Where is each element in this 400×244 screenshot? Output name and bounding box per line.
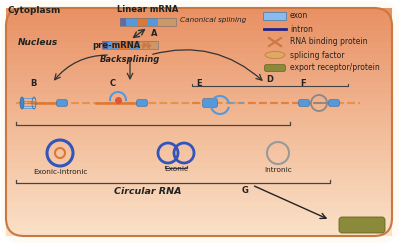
Bar [6,93,392,99]
Bar [120,18,176,26]
Bar [129,41,140,49]
Bar [6,201,392,207]
Bar [6,64,392,71]
Bar [6,161,392,168]
Bar [6,144,392,151]
Text: Exonic: Exonic [164,166,188,172]
Text: Cytoplasm: Cytoplasm [8,6,61,15]
Bar [6,76,392,82]
Text: Nucleus: Nucleus [18,38,58,47]
FancyBboxPatch shape [137,100,147,106]
Bar [6,99,392,105]
Text: exon: exon [290,11,308,20]
Text: Backsplining: Backsplining [100,55,160,64]
Text: splicing factor: splicing factor [290,51,344,60]
Text: export receptor/protein: export receptor/protein [290,63,380,72]
Bar [6,150,392,156]
Text: Canonical splining: Canonical splining [180,17,246,23]
Bar [6,196,392,202]
Bar [6,87,392,93]
Bar [6,42,392,48]
Ellipse shape [265,51,285,59]
Bar [6,173,392,179]
FancyBboxPatch shape [299,100,309,106]
Bar [6,139,392,145]
Text: intron: intron [290,24,313,33]
Bar [6,53,392,59]
Bar [6,213,392,219]
Bar [6,218,392,224]
Bar [120,41,129,49]
Bar [6,13,392,20]
Text: pre-mRNA: pre-mRNA [92,41,140,50]
Bar [140,41,148,49]
Bar [6,230,392,236]
FancyBboxPatch shape [329,100,339,106]
Bar [6,59,392,65]
FancyBboxPatch shape [264,12,286,20]
Bar [6,184,392,190]
Bar [6,110,392,116]
Bar [6,8,392,14]
Bar [108,41,120,49]
Bar [126,18,138,26]
Bar [148,41,158,49]
Bar [138,18,147,26]
FancyBboxPatch shape [57,100,67,106]
Bar [6,127,392,133]
Text: Circular RNA: Circular RNA [114,187,182,196]
Bar [6,47,392,54]
Bar [102,41,108,49]
Bar [147,18,158,26]
Ellipse shape [20,97,24,109]
Bar [6,81,392,88]
Bar [120,18,126,26]
Bar [6,19,392,25]
Bar [6,25,392,31]
Text: Linear mRNA: Linear mRNA [117,5,179,14]
Text: E: E [196,79,202,88]
Text: B: B [30,79,36,88]
Bar [158,18,166,26]
Bar [6,30,392,37]
Bar [6,156,392,162]
Text: A: A [151,29,158,38]
FancyBboxPatch shape [203,99,217,107]
Text: Intronic: Intronic [264,167,292,173]
Bar [6,190,392,196]
Bar [6,36,392,42]
Bar [6,207,392,213]
Bar [6,70,392,76]
Bar [6,122,392,128]
Bar [6,133,392,139]
Text: F: F [300,79,306,88]
Text: RNA binding protein: RNA binding protein [290,38,368,47]
Bar [166,18,176,26]
Bar [102,41,158,49]
FancyBboxPatch shape [264,64,286,71]
Bar [6,167,392,173]
Text: G: G [242,186,249,195]
Text: D: D [266,75,274,84]
Text: C: C [110,79,116,88]
FancyBboxPatch shape [339,217,385,233]
Bar [6,104,392,111]
Bar [6,116,392,122]
Text: Exonic-intronic: Exonic-intronic [33,169,87,175]
Bar [6,179,392,185]
Bar [6,224,392,230]
